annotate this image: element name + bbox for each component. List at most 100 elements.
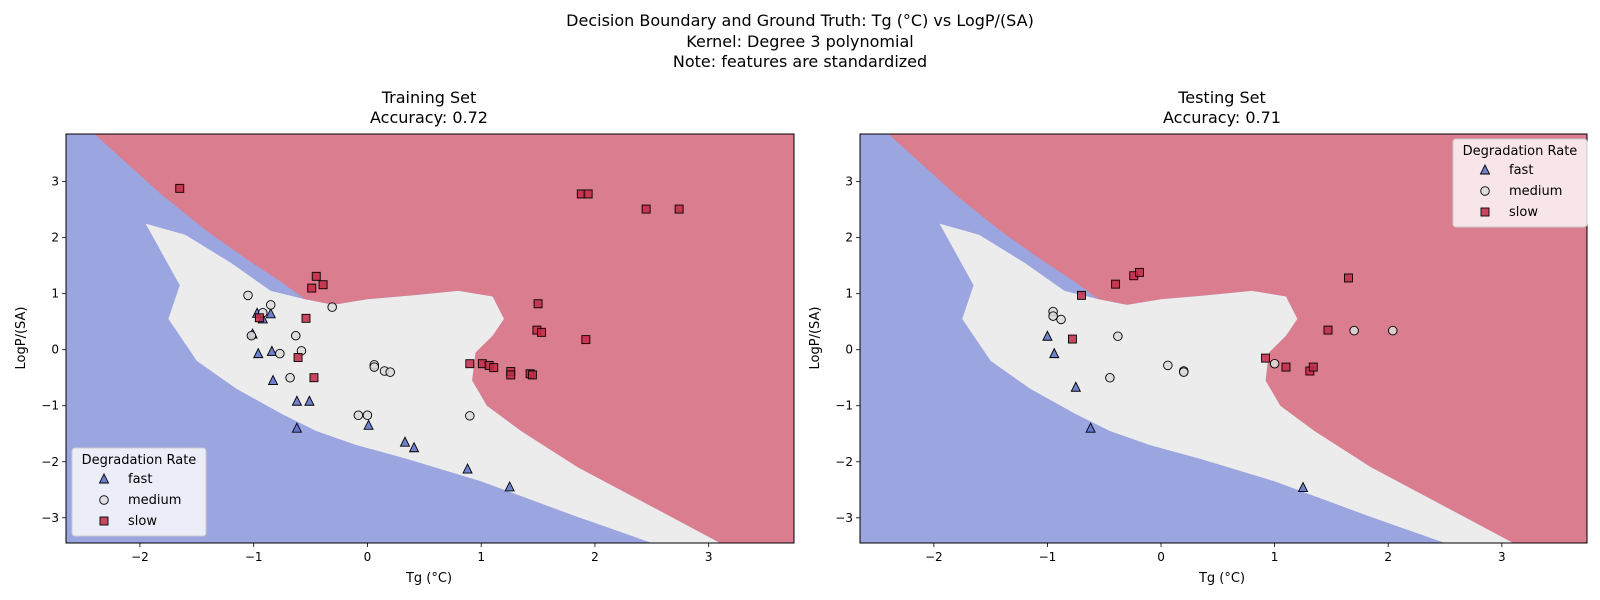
legend-marker-slow [99, 516, 109, 526]
point-slow [641, 204, 651, 214]
suptitle-line-2: Kernel: Degree 3 polynomial [686, 32, 913, 51]
y-tick-label: −1 [835, 399, 853, 413]
legend-box [1452, 138, 1588, 228]
point-medium [369, 362, 380, 372]
y-tick-label: −1 [41, 399, 59, 413]
point-medium [1056, 314, 1066, 325]
y-tick-label: 3 [845, 175, 853, 189]
y-tick-label: 1 [51, 287, 59, 301]
point-fast [408, 441, 420, 453]
point-fast [291, 422, 303, 433]
region-medium [145, 223, 721, 543]
point-fast [253, 347, 264, 359]
point-fast [304, 395, 315, 406]
point-medium [246, 330, 257, 341]
point-slow [1344, 273, 1353, 283]
point-medium [1349, 325, 1359, 336]
y-tick-label: −3 [835, 511, 853, 525]
legend-marker-medium [99, 495, 109, 505]
legend-label-slow: slow [1509, 205, 1538, 220]
point-medium [275, 348, 285, 359]
x-tick-label: −1 [245, 550, 263, 564]
point-medium [285, 372, 295, 383]
y-tick-label: 2 [51, 231, 59, 245]
region-slow [94, 134, 794, 543]
point-medium [327, 302, 337, 312]
legend-label-fast: fast [128, 472, 152, 487]
point-fast [504, 480, 515, 492]
point-slow [1111, 279, 1121, 289]
y-tick-label: −3 [41, 511, 59, 525]
legend-label-slow: slow [128, 514, 157, 529]
point-slow [583, 189, 593, 199]
legend-marker-slow [1480, 207, 1490, 217]
point-slow [1134, 267, 1144, 277]
point-slow [581, 335, 591, 345]
training-accuracy: Accuracy: 0.72 [370, 108, 488, 127]
testing-panel: Testing Set Accuracy: 0.71 Tg (°C) LogP/… [808, 88, 1588, 586]
point-slow [1067, 334, 1077, 344]
point-slow [293, 353, 303, 362]
point-fast [1049, 347, 1060, 359]
point-slow [465, 359, 475, 369]
point-fast [462, 463, 473, 474]
point-medium [385, 367, 395, 377]
point-fast [1042, 330, 1053, 341]
y-tick-label: 1 [845, 287, 853, 301]
point-medium [266, 300, 276, 310]
y-tick-label: 0 [51, 343, 59, 357]
point-medium [291, 330, 301, 341]
point-medium [1388, 325, 1398, 336]
y-tick-label: −2 [835, 455, 853, 469]
point-medium [465, 411, 475, 421]
training-xlabel: Tg (°C) [405, 571, 452, 586]
point-medium [353, 410, 364, 421]
testing-xlabel: Tg (°C) [1198, 571, 1245, 586]
axes-frame [859, 133, 1588, 544]
legend-label-medium: medium [128, 493, 181, 508]
point-slow [254, 313, 264, 323]
point-fast [266, 345, 278, 356]
region-slow [888, 134, 1587, 543]
point-fast [265, 307, 276, 319]
point-fast [399, 436, 411, 447]
point-slow [1261, 353, 1270, 363]
legend: Degradation Rate fast medium slow [71, 447, 207, 537]
point-medium [1048, 311, 1058, 321]
training-panel: Training Set Accuracy: 0.72 Tg (°C) LogP… [14, 88, 795, 586]
legend-label-fast: fast [1509, 163, 1533, 178]
x-tick-label: 3 [1498, 550, 1506, 564]
point-slow [1281, 362, 1291, 372]
point-medium [1105, 372, 1115, 383]
point-fast [1297, 481, 1309, 492]
point-medium [1113, 331, 1123, 342]
legend-label-medium: medium [1509, 184, 1562, 199]
x-tick-label: −1 [1039, 550, 1057, 564]
training-ylabel: LogP/(SA) [14, 307, 29, 370]
x-tick-label: −2 [131, 550, 149, 564]
point-fast [363, 419, 374, 430]
point-slow [309, 373, 319, 383]
legend-box [71, 447, 207, 537]
point-medium [243, 290, 253, 301]
legend-marker-medium [1480, 186, 1490, 196]
y-tick-label: −2 [41, 455, 59, 469]
point-slow [489, 363, 499, 373]
point-slow [674, 204, 684, 214]
point-slow [537, 327, 546, 337]
legend-marker-fast [98, 472, 110, 484]
x-tick-label: 1 [477, 550, 485, 564]
legend: Degradation Rate fast medium slow [1452, 138, 1588, 228]
x-tick-label: 1 [1271, 550, 1279, 564]
point-slow [527, 370, 537, 380]
region-medium [939, 223, 1514, 543]
y-tick-label: 3 [51, 175, 59, 189]
axes-frame [65, 133, 795, 544]
x-tick-label: 0 [1157, 550, 1165, 564]
suptitle-line-1: Decision Boundary and Ground Truth: Tg (… [566, 11, 1034, 30]
testing-ylabel: LogP/(SA) [808, 307, 823, 370]
y-tick-label: 2 [845, 231, 853, 245]
legend-title: Degradation Rate [1463, 144, 1578, 159]
x-tick-label: 3 [705, 550, 713, 564]
point-fast [1085, 422, 1096, 433]
